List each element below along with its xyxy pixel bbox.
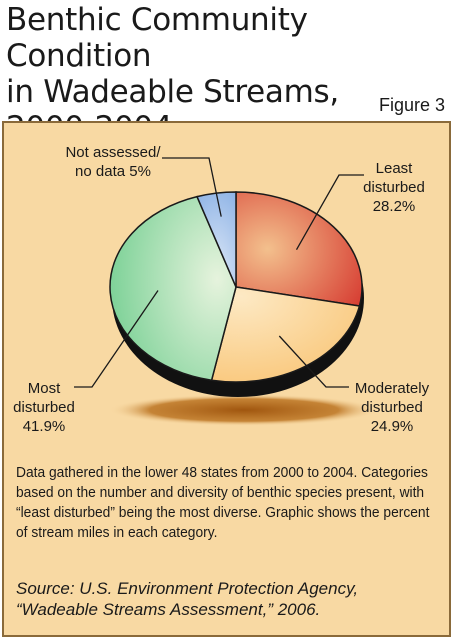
label-most-disturbed: Most disturbed 41.9% — [13, 380, 75, 435]
pie-slice-moderately-disturbed — [210, 286, 361, 383]
pie-slice-least-disturbed — [235, 191, 363, 307]
label-moderately-disturbed: Moderately disturbed 24.9% — [355, 380, 430, 435]
leader-most-disturbed — [74, 290, 159, 388]
label-least-disturbed: Least disturbed 28.2% — [363, 160, 425, 215]
source-line-2: “Wadeable Streams Assessment,” 2006. — [16, 600, 321, 619]
pie-slice-most-disturbed — [109, 195, 237, 382]
chart-note: Data gathered in the lower 48 states fro… — [16, 464, 430, 541]
pie-floor-shadow — [109, 394, 379, 426]
title-line-1: Benthic Community Condition — [6, 2, 308, 74]
leader-not-assessed — [162, 157, 222, 217]
pie-chart: Least disturbed 28.2% Moderately disturbed 24… — [13, 144, 430, 435]
source-citation: Source: U.S. Environment Protection Agen… — [16, 578, 455, 620]
chart-panel: Least disturbed 28.2% Moderately disturbed 24… — [2, 121, 451, 637]
leader-least-disturbed — [295, 174, 364, 251]
chart-title: Benthic Community Condition in Wadeable … — [6, 2, 446, 146]
source-line-1: Source: U.S. Environment Protection Agen… — [16, 579, 359, 598]
figure-label: Figure 3 — [378, 95, 445, 115]
leader-moderately-disturbed — [278, 335, 349, 388]
title-line-2: in Wadeable Streams, — [6, 74, 339, 110]
label-not-assessed: Not assessed/no data 5% — [65, 144, 161, 180]
